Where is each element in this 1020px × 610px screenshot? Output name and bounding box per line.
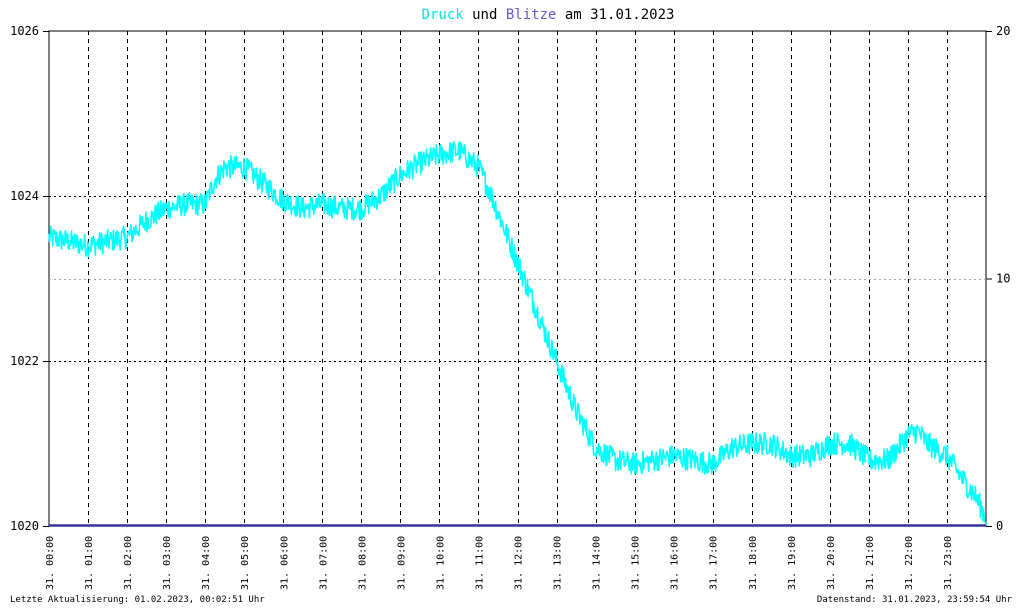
- x-tick-label: 31. 02:00: [123, 536, 134, 590]
- x-tick-label: 31. 01:00: [84, 536, 95, 590]
- chart-title: Druck und Blitze am 31.01.2023: [422, 7, 675, 23]
- y-axis-right: 0 10 20: [986, 24, 1010, 533]
- x-tick-label: 31. 15:00: [631, 536, 642, 590]
- series: [48, 140, 987, 527]
- footer-data-status: Datenstand: 31.01.2023, 23:59:54 Uhr: [817, 595, 1013, 605]
- title-und: und: [464, 7, 506, 23]
- series-druck-line: [48, 140, 987, 526]
- x-tick-label: 31. 05:00: [240, 536, 251, 590]
- x-tick-label: 31. 18:00: [748, 536, 759, 590]
- x-tick-label: 31. 23:00: [943, 536, 954, 590]
- x-tick-label: 31. 00:00: [45, 536, 56, 590]
- y-left-tick-label: 1026: [10, 24, 39, 38]
- x-tick-label: 31. 04:00: [201, 536, 212, 590]
- x-tick-label: 31. 08:00: [357, 536, 368, 590]
- title-druck: Druck: [422, 7, 465, 23]
- y-left-tick-label: 1020: [10, 519, 39, 533]
- x-tick-label: 31. 09:00: [396, 536, 407, 590]
- x-axis: 31. 00:00 31. 01:00 31. 02:00 31. 03:00 31. …: [45, 536, 954, 590]
- title-blitze: Blitze: [506, 7, 557, 23]
- x-tick-label: 31. 14:00: [592, 536, 603, 590]
- y-axis-left: 1020 1022 1024 1026: [10, 24, 49, 533]
- x-tick-label: 31. 16:00: [670, 536, 681, 590]
- x-tick-label: 31. 22:00: [904, 536, 915, 590]
- x-tick-label: 31. 20:00: [826, 536, 837, 590]
- title-date: am 31.01.2023: [556, 7, 674, 23]
- footer-last-update: Letzte Aktualisierung: 01.02.2023, 00:02…: [10, 595, 265, 605]
- x-tick-label: 31. 19:00: [787, 536, 798, 590]
- y-right-tick-label: 10: [996, 272, 1010, 286]
- x-tick-label: 31. 03:00: [162, 536, 173, 590]
- y-left-tick-label: 1024: [10, 189, 39, 203]
- y-right-tick-label: 20: [996, 24, 1010, 38]
- x-tick-label: 31. 10:00: [435, 536, 446, 590]
- x-tick-label: 31. 06:00: [279, 536, 290, 590]
- y-right-tick-label: 0: [996, 519, 1003, 533]
- x-tick-label: 31. 11:00: [474, 536, 485, 590]
- x-tick-label: 31. 21:00: [865, 536, 876, 590]
- y-left-tick-label: 1022: [10, 354, 39, 368]
- x-tick-label: 31. 12:00: [514, 536, 525, 590]
- x-tick-label: 31. 07:00: [318, 536, 329, 590]
- x-tick-label: 31. 17:00: [709, 536, 720, 590]
- x-tick-label: 31. 13:00: [553, 536, 564, 590]
